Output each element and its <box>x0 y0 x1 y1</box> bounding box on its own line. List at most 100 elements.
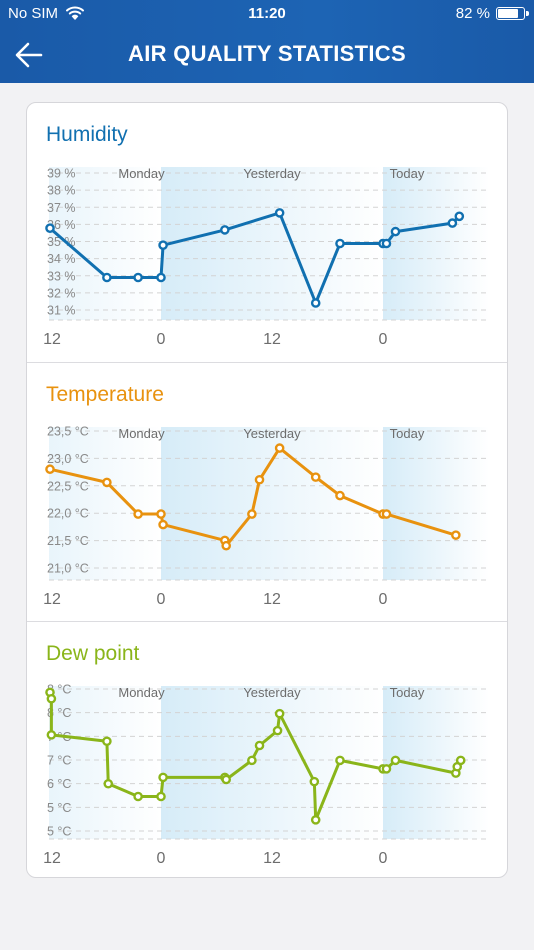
yesterday-band <box>161 427 383 580</box>
data-point <box>335 755 345 766</box>
x-tick-label: 12 <box>43 591 61 608</box>
data-point <box>381 764 392 774</box>
battery-percent: 82 % <box>455 5 490 22</box>
data-point <box>335 238 345 249</box>
data-point <box>454 211 465 222</box>
x-tick-label: 0 <box>157 850 166 867</box>
page-title: AIR QUALITY STATISTICS <box>128 41 406 66</box>
data-point <box>381 509 392 519</box>
humidity-panel: Humidity 39 % 38 % 37 % 36 % 35 % 34 % 33 % 32 … <box>27 103 507 362</box>
data-point <box>272 725 283 736</box>
monday-band <box>49 427 161 580</box>
y-tick-label: 23,5 °C <box>47 425 89 439</box>
x-tick-label: 0 <box>379 591 388 608</box>
y-tick-label: 34 % <box>47 252 76 266</box>
y-tick-label: 21,0 °C <box>47 562 89 576</box>
statistics-card: Humidity 39 % 38 % 37 % 36 % 35 % 34 % 33 % 32 … <box>26 102 508 878</box>
carrier-label: No SIM <box>8 5 59 22</box>
x-tick-label: 12 <box>263 850 281 867</box>
data-point <box>310 815 321 825</box>
day-label: Yesterday <box>243 166 301 181</box>
day-label: Monday <box>118 426 165 441</box>
data-point <box>102 272 112 283</box>
back-button[interactable] <box>14 40 44 70</box>
today-band <box>383 427 489 580</box>
y-tick-label: 6 °C <box>47 777 71 791</box>
data-point <box>156 272 166 283</box>
y-tick-label: 5 °C <box>47 801 71 815</box>
status-bar: No SIM 11:20 82 % <box>0 0 534 28</box>
y-tick-label: 32 % <box>47 286 76 300</box>
data-point <box>390 226 401 237</box>
data-point <box>158 519 168 530</box>
data-point <box>451 530 461 540</box>
monday-band <box>49 686 161 839</box>
day-label: Monday <box>118 166 165 181</box>
data-point <box>390 755 401 766</box>
top-bar: No SIM 11:20 82 % AIR QUALITY STATISTICS <box>0 0 534 83</box>
data-point <box>310 298 321 308</box>
y-tick-label: 5 °C <box>47 825 71 839</box>
wifi-icon <box>66 6 84 20</box>
data-point <box>274 208 285 218</box>
data-point <box>274 708 285 719</box>
data-point <box>310 472 321 482</box>
data-point <box>254 474 265 485</box>
y-tick-label: 38 % <box>47 184 76 198</box>
data-point <box>220 225 230 235</box>
today-band <box>383 167 489 320</box>
x-tick-label: 0 <box>157 591 166 608</box>
y-tick-label: 22,5 °C <box>47 479 89 493</box>
battery-tip <box>526 11 529 16</box>
x-tick-label: 12 <box>263 591 281 608</box>
day-label: Today <box>390 685 425 700</box>
data-point <box>103 778 114 789</box>
day-label: Today <box>390 166 425 181</box>
data-point <box>45 464 55 475</box>
data-point <box>455 755 466 766</box>
clock: 11:20 <box>248 5 286 22</box>
y-tick-label: 23,0 °C <box>47 452 89 466</box>
day-label: Monday <box>118 685 165 700</box>
data-point <box>46 730 57 740</box>
data-point <box>133 791 143 802</box>
x-tick-label: 0 <box>157 331 166 348</box>
data-point <box>133 272 143 283</box>
data-point <box>274 443 285 453</box>
battery-fill <box>498 9 518 18</box>
data-point <box>447 218 458 228</box>
temperature-panel: Temperature 23,5 °C 23,0 °C 22,5 °C 22,0 °C… <box>27 362 507 621</box>
data-point <box>221 774 232 785</box>
data-point <box>102 736 112 747</box>
data-point <box>247 755 257 766</box>
y-tick-label: 21,5 °C <box>47 534 89 548</box>
humidity-title: Humidity <box>46 123 128 146</box>
y-tick-label: 39 % <box>47 167 76 181</box>
x-tick-label: 0 <box>379 331 388 348</box>
battery-icon <box>496 7 525 20</box>
y-tick-label: 31 % <box>47 304 76 318</box>
data-point <box>158 772 168 783</box>
y-tick-label: 37 % <box>47 201 76 215</box>
temperature-title: Temperature <box>46 383 164 406</box>
data-point <box>381 238 392 249</box>
arrow-left-icon <box>15 42 43 68</box>
y-tick-label: 33 % <box>47 269 76 283</box>
data-point <box>158 240 168 250</box>
day-label: Today <box>390 426 425 441</box>
data-point <box>45 223 55 233</box>
humidity-chart: 39 %38 %37 %36 %35 %34 %33 %32 %31 %Mond… <box>43 166 489 348</box>
temperature-chart: 23,5 °C 23,0 °C 22,5 °C 22,0 °C 21,5 °C 21,0 … <box>43 425 489 608</box>
data-point <box>102 477 112 488</box>
y-tick-label: 7 °C <box>47 754 71 768</box>
data-point <box>309 776 320 787</box>
data-point <box>221 540 232 551</box>
data-point <box>247 509 257 519</box>
x-tick-label: 12 <box>43 331 61 348</box>
day-label: Yesterday <box>243 685 301 700</box>
data-point <box>156 509 166 519</box>
data-point <box>254 740 265 751</box>
y-tick-label: 8 °C <box>47 706 71 720</box>
x-tick-label: 12 <box>43 850 61 867</box>
